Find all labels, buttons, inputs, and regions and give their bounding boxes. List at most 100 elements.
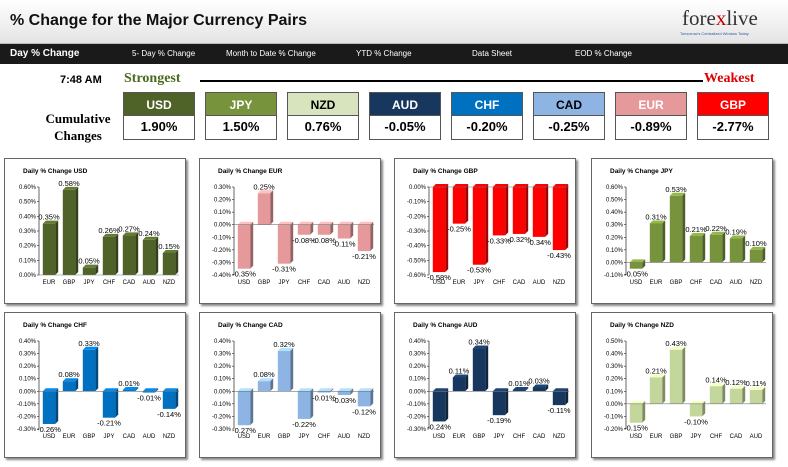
- y-tick-label: -0.10%: [212, 402, 232, 408]
- bar-chart: Daily % Change NZD 0.50% 0.40% 0.30% 0.20% 0.…: [604, 322, 767, 440]
- bar-top: [629, 259, 646, 263]
- bar-nzd: [749, 249, 763, 263]
- strength-arrow-line: [200, 80, 703, 82]
- bar-side: [95, 264, 99, 275]
- bar-top: [689, 233, 706, 237]
- y-tick-label: -0.30%: [212, 427, 232, 433]
- currency-cumulative-value: 0.76%: [287, 116, 359, 140]
- currency-name: NZD: [287, 92, 359, 116]
- y-tick-label: 0.50%: [606, 339, 624, 345]
- bar-nzd: [162, 391, 176, 409]
- bar-top: [472, 184, 489, 187]
- chart-panel-6: Daily % Change AUD 0.40% 0.30% 0.20% 0.10% 0.…: [394, 312, 576, 458]
- data-label: 0.11%: [449, 366, 470, 375]
- bar-top: [317, 221, 334, 225]
- x-tick-label: USD: [630, 434, 643, 440]
- bar-aud: [729, 238, 743, 263]
- data-label: 0.25%: [253, 182, 275, 191]
- nav-5day-change[interactable]: 5- Day % Change: [132, 49, 196, 58]
- data-label: 0.21%: [685, 225, 707, 234]
- data-label: 0.12%: [725, 378, 747, 387]
- forexlive-logo[interactable]: forexlive Tomorrow's Centralized Window …: [672, 6, 780, 40]
- y-tick-label: 0.10%: [606, 389, 624, 395]
- x-tick-label: GBP: [473, 434, 486, 440]
- bar-side: [135, 232, 139, 275]
- chart-title: Daily % Change EUR: [218, 168, 283, 175]
- bar-side: [702, 233, 706, 263]
- bar-side: [762, 246, 766, 263]
- bar-chf: [102, 236, 116, 275]
- bar-side: [115, 233, 119, 275]
- x-tick-label: EUR: [650, 434, 663, 440]
- bar-side: [565, 184, 569, 251]
- nav-data-sheet[interactable]: Data Sheet: [472, 49, 513, 58]
- bar-chf: [512, 390, 526, 392]
- x-tick-label: CHF: [513, 434, 526, 440]
- y-tick-label: -0.30%: [407, 427, 427, 433]
- bar-top: [142, 388, 159, 392]
- bar-side: [350, 221, 354, 239]
- nav-month-to-date[interactable]: Month to Date % Change: [226, 49, 316, 58]
- bar-side: [662, 374, 666, 404]
- x-tick-label: USD: [238, 280, 251, 286]
- data-label: -0.15%: [624, 424, 648, 433]
- y-tick-label: -0.30%: [212, 260, 232, 266]
- y-tick-label: 0.40%: [606, 352, 624, 358]
- nav-eod-change[interactable]: EOD % Change: [575, 49, 632, 58]
- nav-ytd-change[interactable]: YTD % Change: [356, 49, 412, 58]
- currency-box-gbp: GBP -2.77%: [697, 92, 769, 140]
- data-label: -0.11%: [547, 406, 571, 415]
- bar-side: [525, 387, 529, 392]
- bar-top: [649, 374, 666, 378]
- y-tick-label: -0.30%: [407, 229, 427, 235]
- y-tick-label: 0.00%: [606, 402, 624, 408]
- nav-bar: Day % Change 5- Day % Change Month to Da…: [0, 44, 788, 64]
- data-label: 0.35%: [38, 213, 60, 222]
- bar-top: [669, 346, 686, 350]
- bar-top: [432, 184, 449, 187]
- y-tick-label: -0.20%: [407, 414, 427, 420]
- x-tick-label: GBP: [258, 280, 271, 286]
- x-tick-label: CHF: [710, 434, 723, 440]
- x-tick-label: EUR: [453, 280, 466, 286]
- bar-top: [649, 220, 666, 224]
- bar-side: [175, 388, 179, 409]
- y-tick-label: -0.20%: [212, 248, 232, 254]
- bar-top: [297, 221, 314, 225]
- bar-chf: [709, 386, 723, 404]
- bar-side: [55, 388, 59, 424]
- bar-eur: [62, 381, 76, 392]
- bar-side: [762, 387, 766, 404]
- y-tick-label: 0.10%: [19, 377, 37, 383]
- data-label: -0.58%: [427, 273, 451, 282]
- x-tick-label: GBP: [63, 280, 76, 286]
- y-tick-label: 0.20%: [19, 364, 37, 370]
- bar-top: [162, 250, 179, 253]
- data-label: -0.03%: [332, 396, 356, 405]
- data-label: -0.32%: [507, 235, 531, 244]
- nav-day-change[interactable]: Day % Change: [10, 48, 80, 59]
- chart-panel-7: Daily % Change NZD 0.50% 0.40% 0.30% 0.20% 0.…: [591, 312, 773, 458]
- bar-side: [565, 388, 569, 406]
- y-tick-label: 0.20%: [214, 198, 232, 204]
- x-tick-label: CAD: [533, 434, 546, 440]
- bar-top: [452, 374, 469, 378]
- y-tick-label: 0.20%: [19, 244, 37, 250]
- bar-side: [350, 388, 354, 396]
- bar-cad: [512, 187, 526, 234]
- bar-cad: [532, 387, 546, 392]
- bar-top: [102, 388, 119, 392]
- bar-side: [505, 184, 509, 236]
- bar-eur: [257, 381, 271, 392]
- bar-top: [492, 184, 509, 187]
- x-tick-label: USD: [238, 434, 251, 440]
- x-tick-label: AUD: [143, 280, 156, 286]
- time-stamp: 7:48 AM: [60, 74, 102, 86]
- data-label: 0.01%: [118, 379, 140, 388]
- x-tick-label: JPY: [278, 280, 289, 286]
- bar-side: [445, 388, 449, 422]
- y-tick-label: 0.00%: [19, 273, 37, 279]
- bar-jpy: [492, 391, 506, 416]
- logo-tagline: Tomorrow's Centralized Window Today: [680, 31, 749, 36]
- bar-side: [525, 184, 529, 234]
